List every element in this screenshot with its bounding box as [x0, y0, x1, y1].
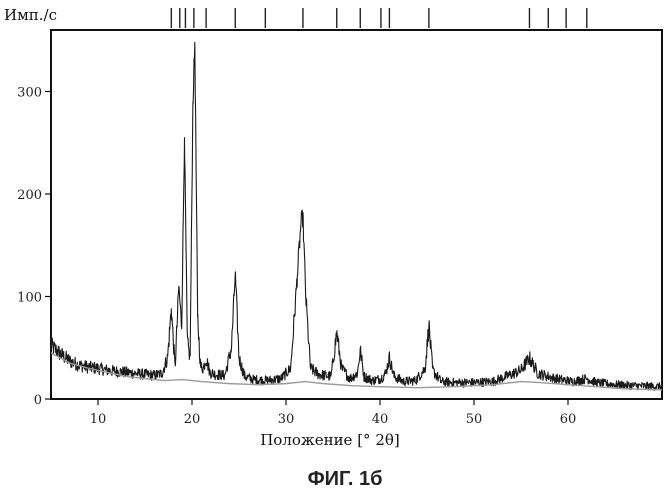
y-tick-label-200: 200: [17, 188, 42, 203]
x-tick-label-10: 10: [90, 412, 107, 427]
series-layer: [51, 42, 662, 390]
x-tick-label-60: 60: [560, 412, 577, 427]
x-tick-label-50: 50: [466, 412, 483, 427]
y-axis: 0 100 200 300: [17, 86, 51, 409]
y-tick-label-0: 0: [34, 393, 42, 408]
measured-pattern-line: [51, 42, 662, 390]
plot-frame: [51, 30, 662, 399]
y-tick-label-300: 300: [17, 86, 42, 101]
x-tick-label-20: 20: [184, 412, 201, 427]
x-axis-title: Положение [° 2θ]: [260, 431, 400, 449]
x-axis: 10 20 30 40 50 60: [90, 399, 577, 427]
y-tick-label-100: 100: [17, 291, 42, 306]
reference-peak-ticks: [171, 8, 586, 28]
x-tick-label-40: 40: [372, 412, 389, 427]
figure-caption: ФИГ. 1б: [308, 468, 383, 490]
y-axis-title: Имп./с: [4, 6, 57, 24]
x-tick-label-30: 30: [278, 412, 295, 427]
